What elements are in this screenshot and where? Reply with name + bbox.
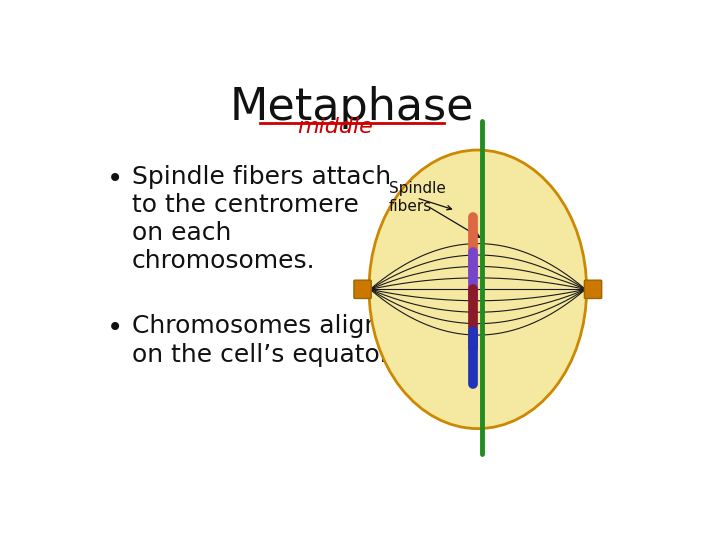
Ellipse shape [369, 150, 587, 429]
Text: Spindle fibers attach: Spindle fibers attach [132, 165, 391, 188]
Text: Spindle
fibers: Spindle fibers [389, 181, 446, 214]
Text: on the cell’s equator: on the cell’s equator [132, 342, 390, 367]
Text: Metaphase: Metaphase [230, 85, 474, 129]
Text: chromosomes.: chromosomes. [132, 249, 315, 273]
Text: on each: on each [132, 221, 231, 245]
FancyBboxPatch shape [354, 280, 372, 299]
Text: middle: middle [297, 117, 374, 137]
Text: to the centromere: to the centromere [132, 193, 359, 217]
Text: Chromosomes align: Chromosomes align [132, 314, 380, 338]
FancyBboxPatch shape [585, 280, 602, 299]
Text: •: • [107, 314, 123, 342]
Ellipse shape [418, 235, 582, 402]
Text: •: • [107, 165, 123, 193]
